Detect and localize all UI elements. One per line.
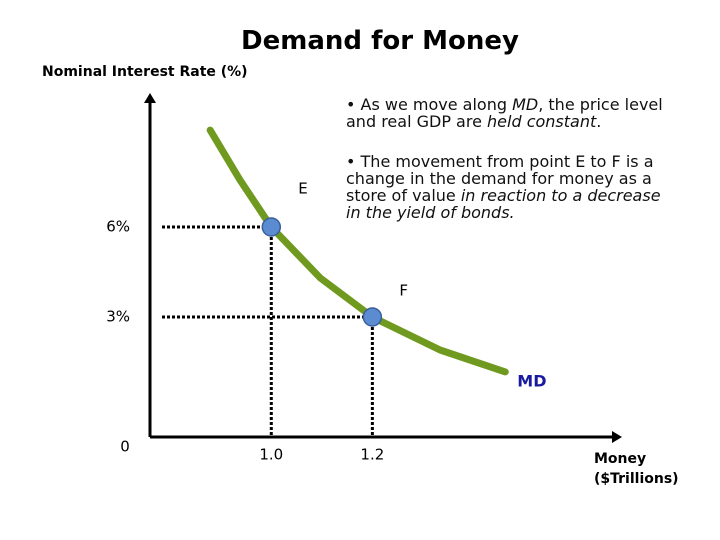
x-tick-label: 1.0 — [259, 446, 283, 464]
note-text: • The movement from point E to F is a ch… — [346, 152, 654, 205]
y-axis-arrow — [144, 93, 156, 103]
chart-title: Demand for Money — [241, 26, 519, 56]
note-text: held constant — [487, 112, 597, 131]
note-text: MD — [512, 95, 539, 114]
note: • The movement from point E to F is a ch… — [346, 153, 676, 221]
curve — [206, 126, 509, 376]
x-axis-arrow — [612, 431, 622, 443]
y-tick-label: 3% — [106, 308, 130, 326]
x-tick-label: 1.2 — [360, 446, 384, 464]
note: • As we move along MD, the price level a… — [346, 96, 676, 130]
note-text: • As we move along — [346, 95, 513, 114]
series-label: MD — [517, 371, 546, 390]
note-text: in reaction to a decrease in the yield o… — [346, 186, 661, 222]
origin-label: 0 — [120, 438, 130, 456]
y-tick-label: 6% — [106, 218, 130, 236]
point-label: F — [399, 282, 408, 300]
x-axis-label: Money ($Trillions) — [594, 451, 679, 487]
point — [362, 307, 383, 327]
note-text: , the price level and real GDP are — [346, 95, 663, 131]
point — [261, 217, 282, 237]
point-label: E — [298, 180, 307, 198]
note-text: . — [596, 112, 602, 131]
y-axis-label: Nominal Interest Rate (%) — [42, 64, 248, 80]
